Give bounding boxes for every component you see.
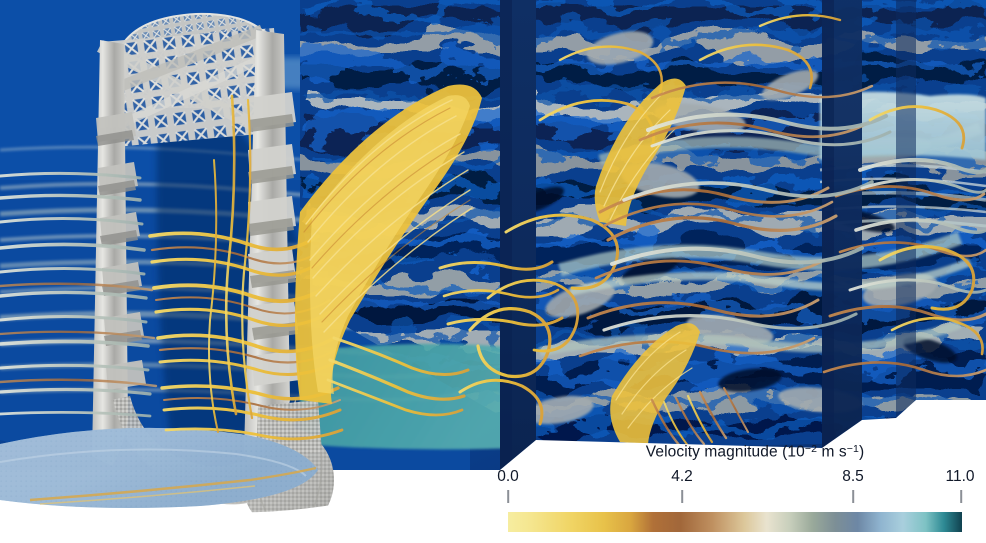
ground-isosurface [0, 427, 318, 508]
lower-background-mask [0, 470, 470, 543]
slice-plane-2 [822, 0, 862, 448]
slice-plane-1 [500, 0, 536, 470]
slice-plane-3 [896, 0, 916, 418]
wake-gold-fan-a [594, 78, 686, 226]
gold-streamline-fan [295, 84, 482, 417]
wake-gold-bundle-lower [610, 323, 700, 444]
slice-crossing-streamlines [438, 260, 564, 327]
wake-streamlines [458, 14, 986, 449]
rotor-lattice-shell [97, 24, 282, 148]
upstream-streamlines [0, 171, 158, 418]
lower-right-background-mask [470, 400, 986, 543]
rotor-right-spar [244, 30, 300, 462]
